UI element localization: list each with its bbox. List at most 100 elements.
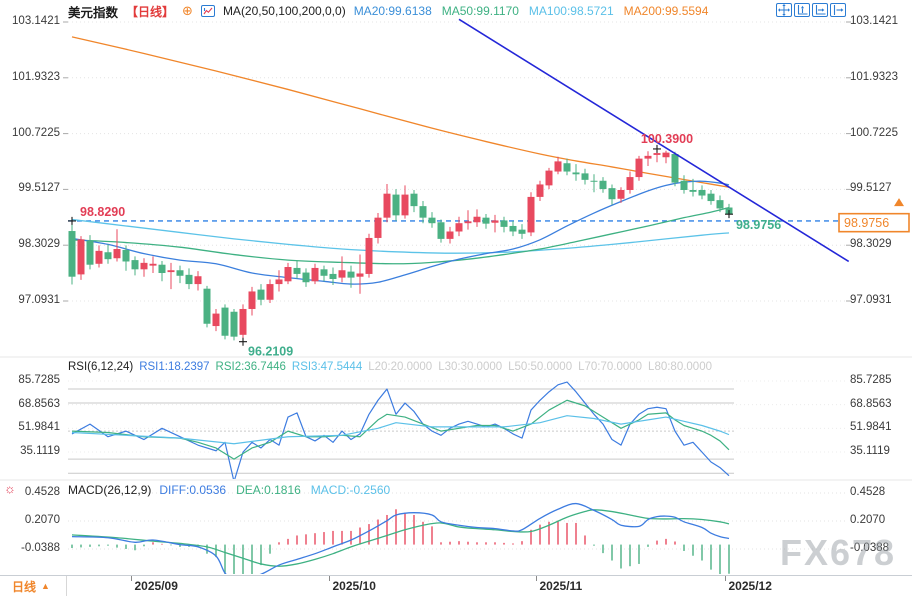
timeframe-selector[interactable]: 日线 ▲	[0, 576, 67, 596]
ma-values: MA20:99.6138 MA50:99.1170 MA100:98.5721 MA2…	[354, 4, 709, 18]
axis-label: 68.8563	[18, 397, 60, 410]
candle-body	[122, 249, 130, 262]
axis-label: 99.5127	[850, 182, 892, 195]
candle-body	[635, 158, 643, 178]
chart-toolbar	[776, 3, 846, 17]
candle-body	[149, 263, 157, 266]
indicator-settings-icon[interactable]: ⊕	[182, 3, 193, 18]
axis-label: 101.9323	[850, 70, 898, 83]
month-tick	[130, 576, 132, 581]
candle-body	[131, 260, 139, 270]
axis-label: 98.3029	[850, 238, 892, 251]
candle-body	[473, 216, 481, 223]
axis-label: 99.5127	[18, 182, 60, 195]
candle-body	[248, 291, 256, 309]
candle-body	[203, 288, 211, 324]
pane-settings-sun-icon[interactable]: ☼	[4, 481, 16, 496]
candle-body	[302, 272, 310, 283]
candle-body	[581, 173, 589, 180]
watermark: FX678	[780, 532, 897, 573]
price-axis-scale-icon[interactable]	[794, 3, 810, 17]
candle-body	[113, 249, 121, 259]
main-pane-header: 美元指数 【日线】 ⊕ MA(20,50,100,200,0,0) MA20:9…	[68, 3, 709, 20]
candle-body	[671, 154, 679, 183]
candle-body	[383, 193, 391, 218]
indicator-value-label: MACD:-0.2560	[310, 483, 391, 497]
indicator-value-label: L70:70.0000	[578, 361, 643, 373]
candle-body	[347, 271, 355, 278]
candle-body	[707, 193, 715, 202]
macd-pane-header: MACD(26,12,9) DIFF:0.0536 DEA:0.1816 MACD:…	[68, 482, 390, 498]
rsi1-line	[71, 381, 730, 479]
month-tick	[328, 576, 330, 581]
axis-label: 51.9841	[850, 421, 892, 434]
candle-body	[401, 194, 409, 216]
axis-label: 85.7285	[850, 374, 892, 386]
candle-body	[446, 231, 454, 239]
candle-body	[338, 270, 346, 278]
candle-body	[554, 161, 562, 172]
ma50-line	[71, 206, 730, 265]
rsi-values: RSI1:18.2397 RSI2:36.7446 RSI3:47.5444	[139, 361, 362, 373]
diff-line	[71, 502, 730, 574]
rsi-pane-header: RSI(6,12,24) RSI1:18.2397 RSI2:36.7446 RSI…	[68, 359, 712, 375]
time-axis-scale-icon[interactable]	[812, 3, 828, 17]
axis-label: 0.2070	[850, 514, 886, 526]
macd-values: DIFF:0.0536 DEA:0.1816 MACD:-0.2560	[159, 483, 390, 497]
low-price-label: 96.2109	[248, 345, 293, 359]
pan-tool-icon[interactable]	[776, 3, 792, 17]
candle-body	[626, 177, 634, 190]
descending-trendline[interactable]	[458, 18, 850, 263]
indicator-value-label: MA100:98.5721	[528, 4, 614, 18]
candle-body	[392, 194, 400, 216]
candle-body	[608, 188, 616, 200]
candle-body	[176, 270, 184, 276]
axis-label: -0.0388	[850, 542, 890, 554]
axis-label: 85.7285	[18, 374, 60, 386]
candle-body	[644, 155, 652, 159]
candle-body	[572, 172, 580, 175]
rsi-level-labels: L20:20.0000 L30:30.0000 L50:50.0000 L70:70.…	[368, 361, 712, 373]
axis-label: 98.3029	[18, 238, 60, 251]
axis-label: 100.7225	[850, 126, 898, 139]
candle-body	[329, 273, 337, 280]
candle-body	[293, 267, 301, 274]
measure-cross-marker	[239, 337, 247, 346]
rsi-pane	[68, 380, 846, 479]
month-label: 2025/10	[332, 579, 376, 593]
axis-label: 101.9323	[12, 70, 60, 83]
axis-label: -0.0388	[20, 542, 60, 554]
candle-body	[500, 220, 508, 227]
indicator-chart-icon	[200, 5, 215, 17]
rsi3-line	[71, 415, 730, 445]
candle-body	[311, 267, 319, 282]
candle-body	[95, 250, 103, 264]
symbol-title: 美元指数	[68, 5, 119, 20]
indicator-value-label: MA50:99.1170	[441, 4, 519, 18]
candle-body	[698, 189, 706, 196]
indicator-value-label: L20:20.0000	[368, 361, 433, 373]
candle-body	[77, 239, 85, 275]
candle-body	[356, 273, 364, 277]
candle-body	[239, 308, 247, 335]
date-axis-bar: 日线 ▲ 2025/09 2025/10 2025/11 2025/12	[0, 575, 912, 596]
candle-body	[536, 184, 544, 197]
indicator-value-label: MA200:99.5594	[623, 4, 709, 18]
candle-body	[590, 180, 598, 182]
candle-body	[563, 163, 571, 172]
high-price-label: 100.3900	[641, 132, 693, 146]
dea-line	[71, 509, 730, 567]
candle-body	[86, 240, 94, 265]
badge-up-arrow-icon	[894, 198, 904, 207]
candle-body	[662, 152, 670, 158]
indicator-value-label: RSI1:18.2397	[139, 361, 210, 373]
axis-label: 0.4528	[850, 486, 886, 498]
candle-body	[617, 189, 625, 199]
candle-body	[185, 274, 193, 285]
scroll-to-latest-icon[interactable]	[830, 3, 846, 17]
ma20-line	[71, 180, 730, 285]
rsi-settings-label: RSI(6,12,24)	[68, 361, 134, 373]
measure-cross-marker	[68, 216, 76, 225]
indicator-value-label: L50:50.0000	[508, 361, 573, 373]
